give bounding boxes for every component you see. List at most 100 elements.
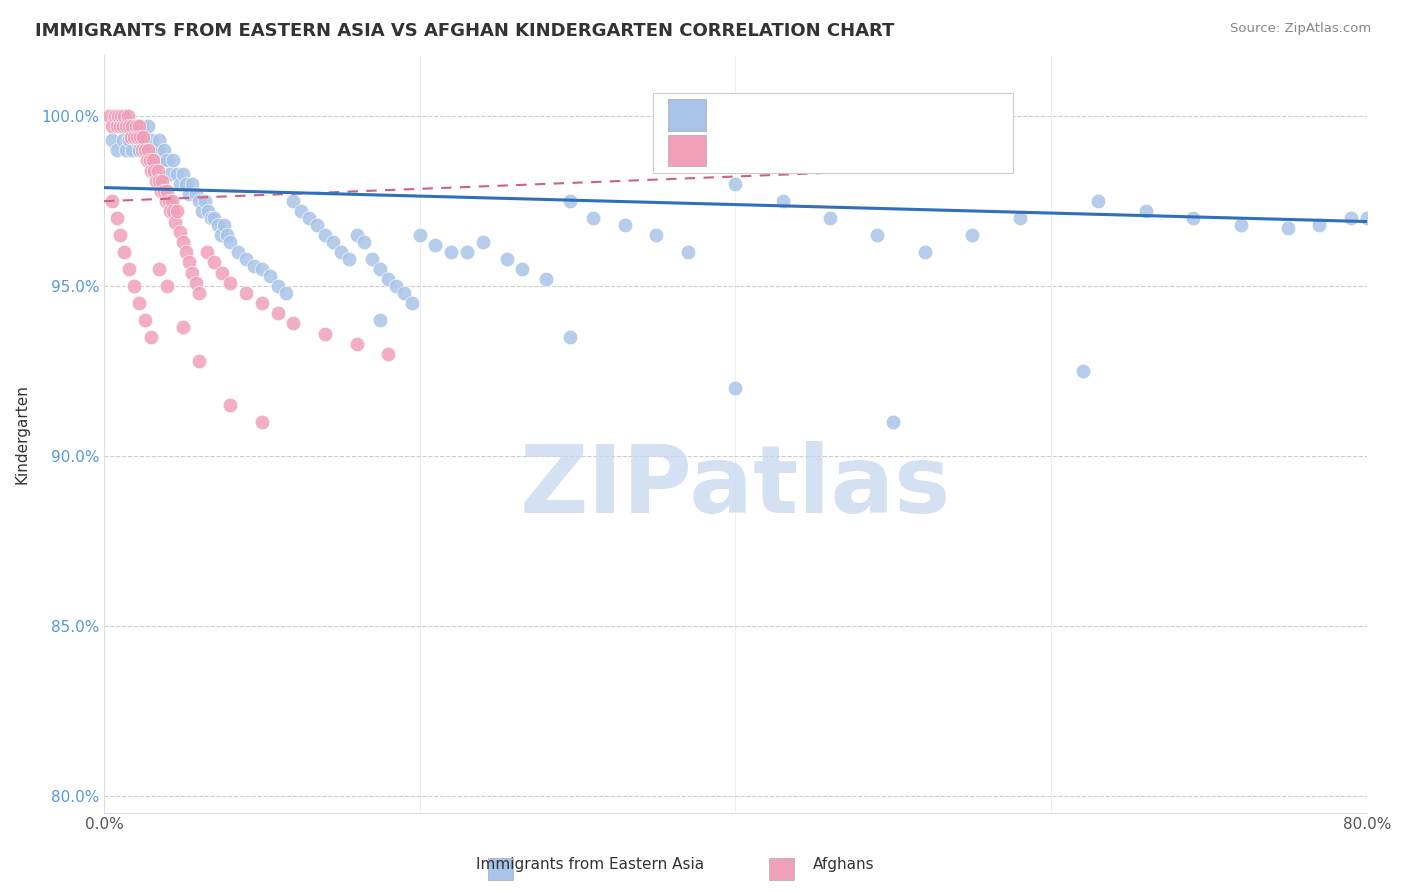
Point — [558, 330, 581, 344]
Point — [159, 204, 181, 219]
Point — [121, 120, 143, 134]
Point — [166, 204, 188, 219]
Point — [127, 129, 149, 144]
Point — [136, 120, 159, 134]
Point — [1087, 194, 1109, 209]
Point — [124, 120, 146, 134]
Point — [184, 276, 207, 290]
Point — [645, 228, 668, 243]
FancyBboxPatch shape — [668, 135, 706, 167]
Bar — [769, 858, 794, 880]
Point — [960, 228, 983, 243]
Point — [179, 255, 201, 269]
Point — [1277, 221, 1299, 235]
Point — [219, 276, 242, 290]
Point — [117, 109, 139, 123]
Point — [197, 204, 219, 219]
Point — [1229, 218, 1251, 232]
Point — [174, 178, 197, 192]
Point — [181, 178, 204, 192]
Point — [211, 266, 233, 280]
Point — [135, 153, 157, 168]
Point — [266, 279, 288, 293]
Point — [149, 153, 172, 168]
Point — [174, 245, 197, 260]
Point — [131, 143, 153, 157]
Point — [105, 211, 128, 226]
Point — [1340, 211, 1362, 226]
Point — [114, 109, 136, 123]
Point — [156, 153, 179, 168]
Point — [314, 228, 336, 243]
Point — [440, 245, 463, 260]
Text: Source: ZipAtlas.com: Source: ZipAtlas.com — [1230, 22, 1371, 36]
Point — [148, 174, 170, 188]
Point — [101, 133, 124, 147]
Point — [122, 279, 145, 293]
Point — [129, 129, 152, 144]
Point — [117, 120, 139, 134]
Point — [329, 245, 352, 260]
Point — [558, 194, 581, 209]
Point — [128, 143, 150, 157]
Point — [181, 266, 204, 280]
Point — [195, 245, 218, 260]
Point — [131, 120, 153, 134]
Point — [136, 143, 159, 157]
Text: R =  0.084: R = 0.084 — [718, 142, 815, 160]
Point — [162, 153, 184, 168]
Point — [111, 133, 134, 147]
Point — [226, 245, 249, 260]
Text: ZIPatlas: ZIPatlas — [520, 441, 950, 533]
Point — [1355, 211, 1378, 226]
Text: Immigrants from Eastern Asia: Immigrants from Eastern Asia — [477, 857, 704, 872]
Point — [456, 245, 478, 260]
Point — [132, 133, 155, 147]
Point — [187, 354, 209, 368]
Point — [101, 120, 124, 134]
Point — [217, 228, 239, 243]
Point — [108, 120, 131, 134]
Point — [146, 143, 169, 157]
Point — [143, 153, 166, 168]
Point — [108, 120, 131, 134]
Point — [111, 120, 134, 134]
Point — [134, 313, 156, 327]
Text: IMMIGRANTS FROM EASTERN ASIA VS AFGHAN KINDERGARTEN CORRELATION CHART: IMMIGRANTS FROM EASTERN ASIA VS AFGHAN K… — [35, 22, 894, 40]
Point — [385, 279, 408, 293]
Point — [266, 306, 288, 320]
Point — [179, 187, 201, 202]
Point — [1008, 211, 1031, 226]
Point — [166, 167, 188, 181]
Point — [153, 143, 176, 157]
Point — [1071, 364, 1094, 378]
Point — [124, 133, 146, 147]
Point — [132, 129, 155, 144]
FancyBboxPatch shape — [654, 93, 1014, 172]
Point — [159, 167, 181, 181]
Point — [142, 153, 165, 168]
Point — [104, 109, 127, 123]
Text: Afghans: Afghans — [813, 857, 875, 872]
Point — [772, 194, 794, 209]
Point — [534, 272, 557, 286]
Text: R = -0.093: R = -0.093 — [718, 106, 815, 124]
Point — [250, 296, 273, 310]
Point — [107, 109, 129, 123]
Point — [110, 109, 132, 123]
Point — [377, 272, 399, 286]
Point — [582, 211, 605, 226]
Point — [155, 194, 177, 209]
Point — [724, 381, 747, 395]
Point — [866, 228, 889, 243]
Point — [235, 252, 257, 266]
Point — [283, 194, 305, 209]
Point — [274, 285, 297, 300]
Point — [346, 336, 368, 351]
Point — [105, 143, 128, 157]
Point — [187, 285, 209, 300]
Point — [346, 228, 368, 243]
Point — [148, 133, 170, 147]
Point — [153, 184, 176, 198]
Point — [1182, 211, 1205, 226]
